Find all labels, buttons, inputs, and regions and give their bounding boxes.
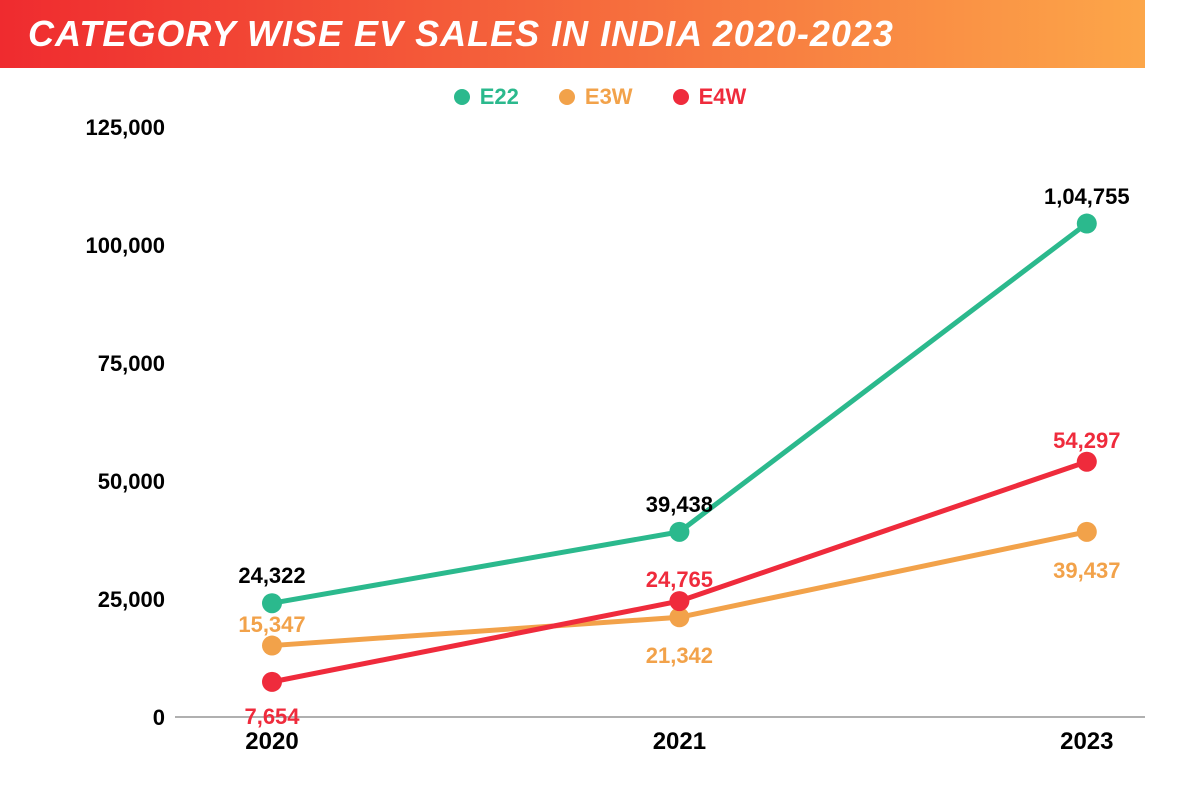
legend-dot-icon xyxy=(673,89,689,105)
series-marker-e22 xyxy=(669,522,689,542)
legend-item-e4w: E4W xyxy=(673,84,747,110)
series-marker-e3w xyxy=(1077,522,1097,542)
data-label-e22: 1,04,755 xyxy=(1044,184,1130,210)
line-layer xyxy=(175,128,1145,718)
series-marker-e4w xyxy=(262,672,282,692)
legend: E22 E3W E4W xyxy=(0,84,1200,110)
x-tick-label: 2021 xyxy=(653,728,706,756)
plot-region: 025,00050,00075,000100,000125,0002020202… xyxy=(175,128,1145,718)
x-tick-label: 2020 xyxy=(245,728,298,756)
y-tick-label: 50,000 xyxy=(55,469,165,495)
legend-dot-icon xyxy=(454,89,470,105)
legend-item-e3w: E3W xyxy=(559,84,633,110)
series-marker-e4w xyxy=(1077,452,1097,472)
data-label-e3w: 21,342 xyxy=(646,643,713,669)
data-label-e4w: 24,765 xyxy=(646,567,713,593)
legend-label: E3W xyxy=(585,84,633,110)
legend-item-e22: E22 xyxy=(454,84,519,110)
chart-title: CATEGORY WISE EV SALES IN INDIA 2020-202… xyxy=(28,13,894,55)
series-marker-e22 xyxy=(262,593,282,613)
series-line-e22 xyxy=(272,224,1087,604)
data-label-e4w: 7,654 xyxy=(244,704,299,730)
data-label-e22: 39,438 xyxy=(646,492,713,518)
data-label-e3w: 15,347 xyxy=(238,612,305,638)
y-tick-label: 100,000 xyxy=(55,233,165,259)
legend-label: E22 xyxy=(480,84,519,110)
y-tick-label: 25,000 xyxy=(55,587,165,613)
data-label-e3w: 39,437 xyxy=(1053,558,1120,584)
series-marker-e4w xyxy=(669,591,689,611)
title-bar: CATEGORY WISE EV SALES IN INDIA 2020-202… xyxy=(0,0,1145,68)
legend-label: E4W xyxy=(699,84,747,110)
data-label-e4w: 54,297 xyxy=(1053,428,1120,454)
data-label-e22: 24,322 xyxy=(238,563,305,589)
y-tick-label: 125,000 xyxy=(55,115,165,141)
y-tick-label: 0 xyxy=(55,705,165,731)
x-tick-label: 2023 xyxy=(1060,728,1113,756)
chart-area: E22E3WE4W 025,00050,00075,000100,000125,… xyxy=(0,68,1200,800)
legend-dot-icon xyxy=(559,89,575,105)
series-marker-e3w xyxy=(262,636,282,656)
y-tick-label: 75,000 xyxy=(55,351,165,377)
series-marker-e22 xyxy=(1077,214,1097,234)
